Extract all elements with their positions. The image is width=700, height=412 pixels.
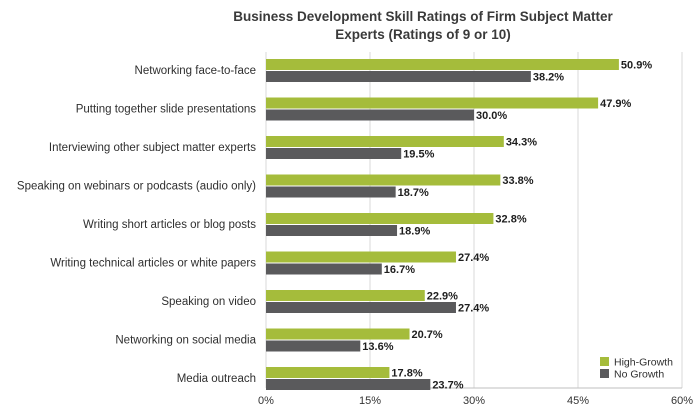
x-tick-label: 0% — [258, 395, 274, 407]
bar-high-growth — [266, 59, 619, 70]
bar-no-growth — [266, 263, 382, 275]
data-label: 34.3% — [506, 137, 537, 149]
data-label: 18.7% — [398, 187, 429, 199]
data-label: 19.5% — [403, 149, 434, 161]
bar-no-growth — [266, 225, 398, 236]
data-label: 17.8% — [391, 368, 422, 380]
category-label: Networking face-to-face — [135, 65, 256, 77]
bar-no-growth — [266, 340, 361, 352]
data-label: 16.7% — [384, 264, 415, 276]
data-label: 33.8% — [502, 175, 533, 187]
data-label: 23.7% — [432, 380, 463, 392]
bar-high-growth — [266, 97, 599, 109]
chart-title-line-1: Business Development Skill Ratings of Fi… — [233, 9, 613, 24]
bar-no-growth — [266, 302, 456, 313]
data-label: 38.2% — [533, 72, 564, 84]
legend-swatch-high-growth — [600, 357, 609, 366]
bar-high-growth — [266, 328, 410, 340]
legend-label-high-growth: High-Growth — [614, 357, 673, 369]
bar-high-growth — [266, 367, 390, 378]
bar-no-growth — [266, 109, 474, 121]
category-label: Networking on social media — [115, 335, 256, 347]
data-label: 22.9% — [427, 291, 458, 303]
data-label: 27.4% — [458, 252, 489, 264]
bar-no-growth — [266, 379, 431, 390]
category-label: Putting together slide presentations — [76, 104, 257, 116]
data-label: 32.8% — [495, 214, 526, 226]
chart-title-line-2: Experts (Ratings of 9 or 10) — [335, 27, 511, 42]
bar-high-growth — [266, 136, 504, 147]
category-label: Speaking on video — [161, 296, 256, 308]
x-tick-label: 15% — [359, 395, 381, 407]
data-label: 27.4% — [458, 303, 489, 315]
data-label: 50.9% — [621, 60, 652, 72]
bar-high-growth — [266, 251, 456, 263]
x-tick-label: 45% — [567, 395, 589, 407]
x-tick-label: 30% — [463, 395, 485, 407]
bar-high-growth — [266, 290, 425, 301]
bar-high-growth — [266, 174, 501, 186]
bar-no-growth — [266, 148, 402, 159]
data-label: 13.6% — [362, 341, 393, 353]
legend-swatch-no-growth — [600, 369, 609, 378]
category-label: Media outreach — [177, 373, 256, 385]
x-tick-label: 60% — [671, 395, 693, 407]
bar-no-growth — [266, 71, 531, 82]
category-label: Writing short articles or blog posts — [83, 219, 256, 231]
data-label: 47.9% — [600, 98, 631, 110]
data-label: 18.9% — [399, 226, 430, 238]
category-label: Speaking on webinars or podcasts (audio … — [17, 181, 256, 193]
category-label: Interviewing other subject matter expert… — [49, 142, 256, 154]
bar-no-growth — [266, 186, 396, 198]
data-label: 20.7% — [412, 329, 443, 341]
legend-label-no-growth: No Growth — [614, 369, 664, 381]
data-label: 30.0% — [476, 110, 507, 122]
bar-high-growth — [266, 213, 494, 224]
category-label: Writing technical articles or white pape… — [50, 258, 256, 270]
